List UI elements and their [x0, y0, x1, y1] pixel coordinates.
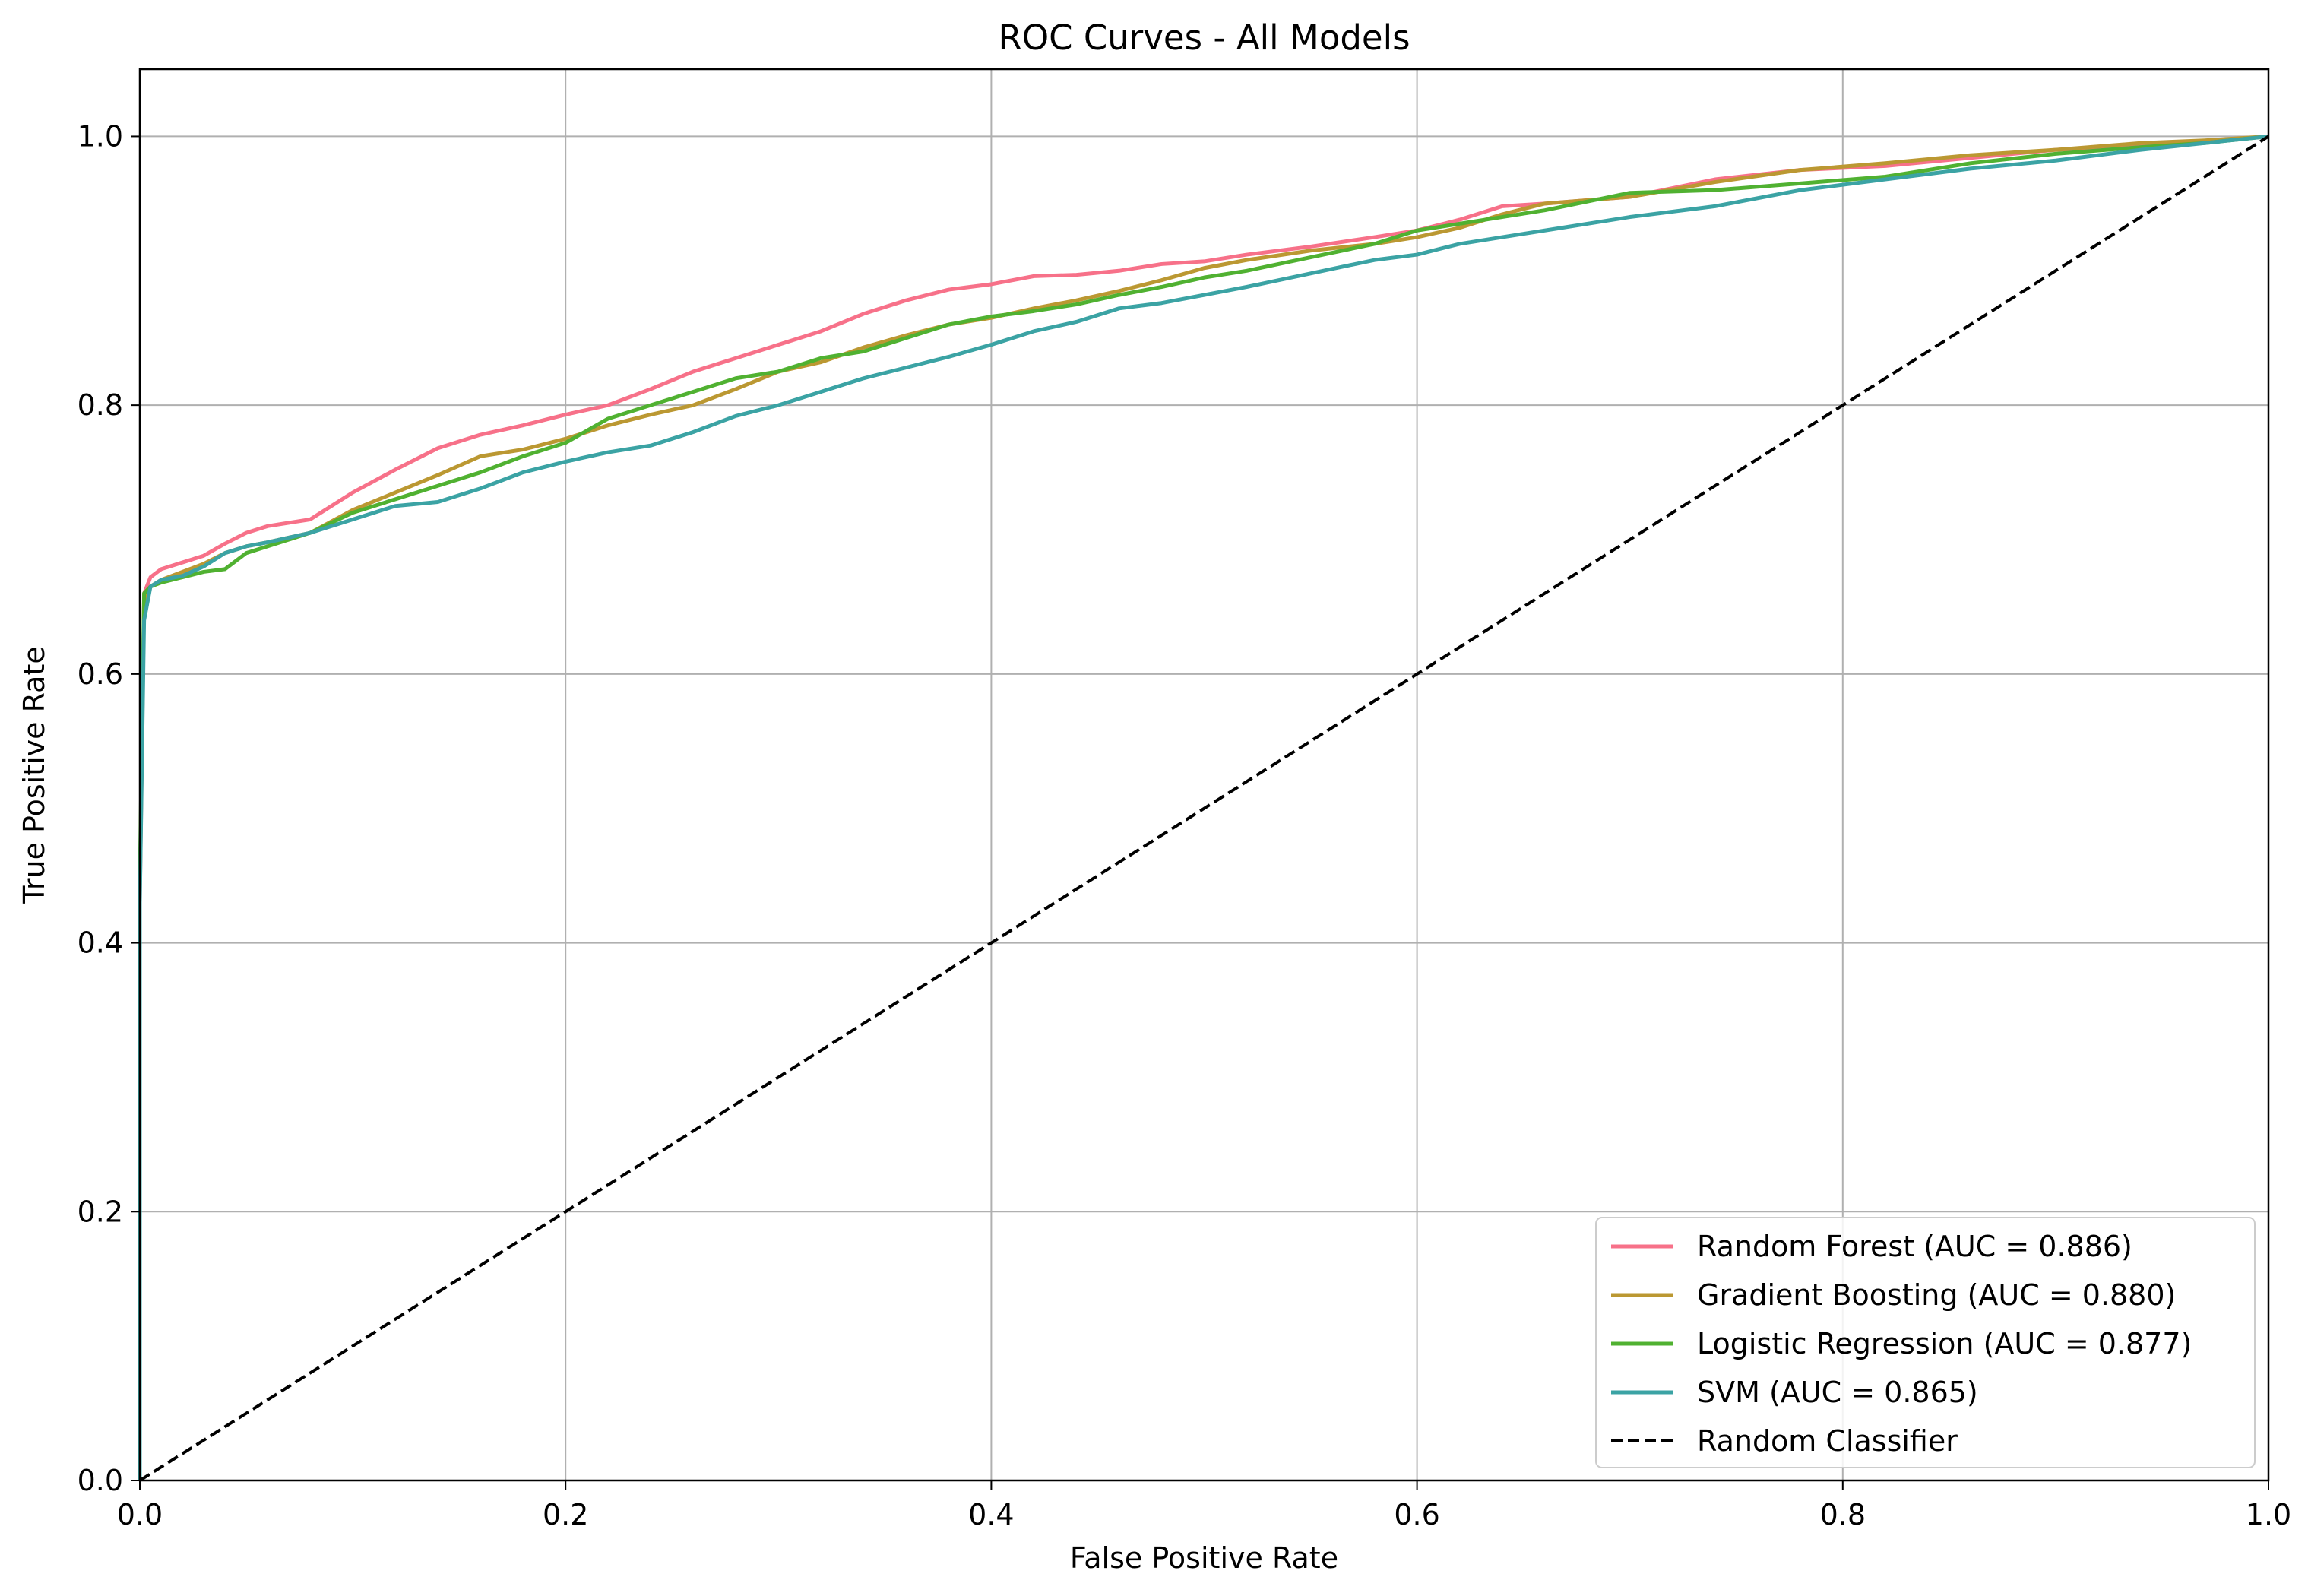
- y-tick-label: 0.2: [78, 1195, 123, 1228]
- series-lines: [138, 134, 2270, 1482]
- series-line-3: [138, 134, 2269, 1480]
- y-tick-label: 1.0: [78, 119, 123, 153]
- x-tick-label: 0.2: [543, 1498, 588, 1531]
- plot-frame: [138, 68, 2270, 1482]
- legend-label: Gradient Boosting (AUC = 0.880): [1697, 1278, 2176, 1312]
- x-axis-title: False Positive Rate: [1070, 1541, 1338, 1575]
- x-tick-label: 0.4: [968, 1498, 1014, 1531]
- x-tick-label: 0.6: [1394, 1498, 1439, 1531]
- legend-label: Logistic Regression (AUC = 0.877): [1697, 1327, 2192, 1360]
- legend-label: Random Classifier: [1697, 1424, 1958, 1458]
- y-tick-label: 0.6: [78, 657, 123, 691]
- grid-lines: [139, 69, 2269, 1481]
- axis-ticks: 0.0 0.2 0.4 0.6 0.8 1.0 0.0 0.2 0.4 0.6 0.8 1.0: [78, 119, 2292, 1531]
- y-tick-label: 0.4: [78, 926, 123, 960]
- chart-title: ROC Curves - All Models: [998, 17, 1410, 58]
- y-tick-label: 0.0: [78, 1464, 123, 1497]
- x-tick-label: 0.8: [1820, 1498, 1866, 1531]
- legend-box: [1595, 1217, 2256, 1468]
- series-line-4: [138, 134, 2269, 1480]
- x-tick-label: 0.0: [117, 1498, 163, 1531]
- legend: Random Forest (AUC = 0.886) Gradient Boos…: [1595, 1217, 2256, 1468]
- legend-label: Random Forest (AUC = 0.886): [1697, 1230, 2132, 1263]
- series-line-5: [138, 135, 2270, 1482]
- x-tick-label: 1.0: [2246, 1498, 2291, 1531]
- y-axis-title: True Positive Rate: [17, 646, 51, 904]
- legend-label: SVM (AUC = 0.865): [1697, 1376, 1978, 1409]
- y-tick-label: 0.8: [78, 388, 123, 422]
